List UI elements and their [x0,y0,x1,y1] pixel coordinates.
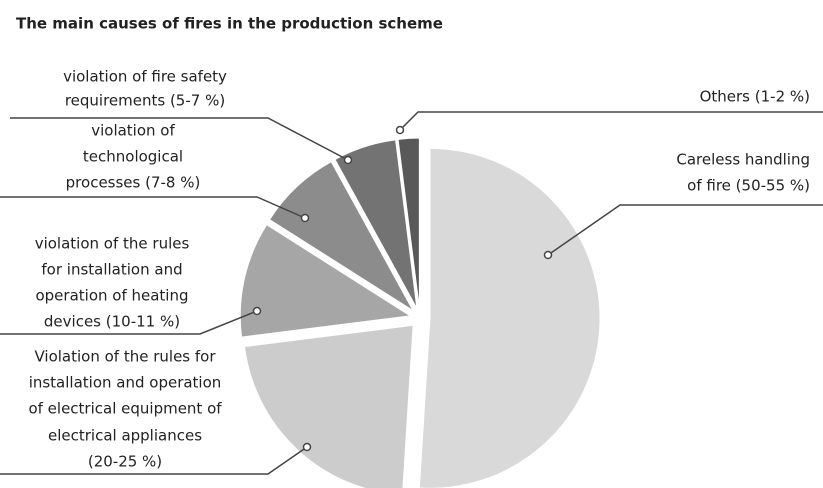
slice-label: electrical appliances [48,427,202,445]
slice-label: for installation and [41,261,182,279]
leader-dot [302,442,312,452]
leader-line [0,310,258,335]
pie-slice [334,139,418,309]
leader-line [10,117,349,161]
slice-label: requirements (5-7 %) [65,92,225,110]
slice-label: installation and operation [29,374,222,392]
leader-line [547,204,823,256]
slice-label: violation of fire safety [63,68,227,86]
slice-label: technological [83,148,183,166]
slice-label: of electrical equipment of [28,400,222,418]
slice-label: processes (7-8 %) [66,174,201,192]
leader-dot [343,155,353,165]
chart-title: The main causes of fires in the producti… [16,15,443,33]
pie-slice [268,161,414,312]
leader-line [399,111,823,131]
slice-label: of fire (50-55 %) [687,177,810,195]
pie-slice [418,147,601,488]
slice-label: devices (10-11 %) [44,313,180,331]
slice-label: violation of the rules [35,235,190,253]
pie-slice [239,224,412,338]
leader-dot [395,125,405,135]
leader-dot [252,306,262,316]
pie-slice [243,324,414,488]
slice-label: Others (1-2 %) [700,88,810,106]
slice-label: Careless handling [676,151,810,169]
leader-dot [543,250,553,260]
leader-line [0,196,306,219]
slice-label: operation of heating [35,287,188,305]
pie-slice [397,137,420,309]
leader-dot [300,213,310,223]
slice-label: (20-25 %) [88,453,162,471]
slice-label: Violation of the rules for [34,348,216,366]
leader-line [0,446,308,475]
slice-label: violation of [91,122,175,140]
